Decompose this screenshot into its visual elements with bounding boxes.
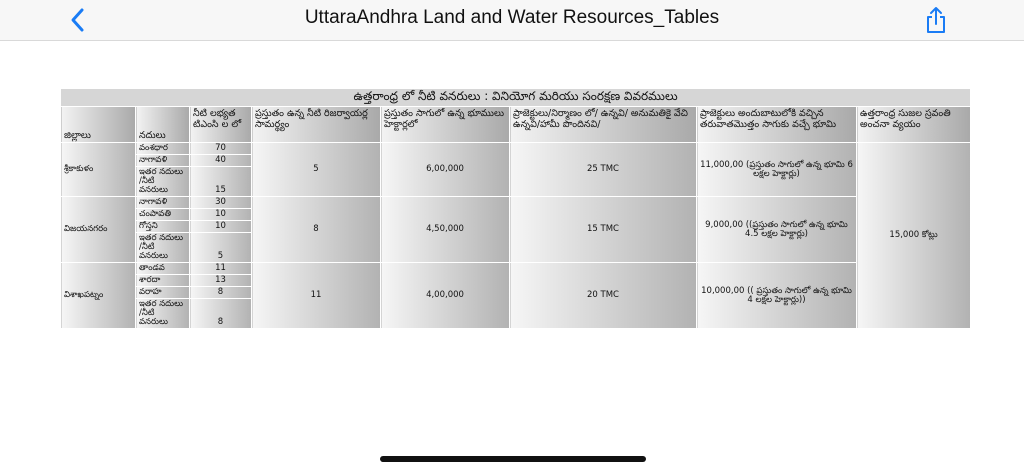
header-availability: నీటి లభ్యత టిఎంసి ల లో — [189, 106, 252, 143]
availability-cell: 10 — [189, 208, 252, 221]
availability-cell: 8 — [189, 298, 252, 329]
header-current-irrigated: ప్రస్తుతం సాగులో ఉన్న భూములు హెక్టార్లలో — [380, 106, 510, 143]
river-cell: ఇతర నదులు /నీటి వనరులు — [135, 166, 190, 197]
reservoir-capacity-cell: 8 — [251, 196, 381, 263]
table-row: ఇతర నదులు /నీటి వనరులు 5 — [61, 232, 971, 263]
projects-cell: 15 TMC — [509, 196, 697, 263]
table-row: గోస్తని 10 — [61, 220, 971, 233]
availability-cell: 70 — [189, 142, 252, 155]
header-rivers: నదులు — [135, 106, 190, 143]
sujala-cost-cell: 15,000 కోట్లు — [855, 142, 972, 329]
table-row: చంపావతి 10 — [61, 208, 971, 221]
district-cell: విశాఖపట్నం — [60, 262, 136, 329]
share-icon — [927, 7, 945, 33]
current-irrigated-cell: 6,00,000 — [380, 142, 510, 197]
table-row: వరాహ 8 — [61, 286, 971, 299]
river-cell: ఇతర నదులు /నీటి వనరులు — [135, 232, 190, 263]
district-cell: శ్రీకాకుళం — [60, 142, 136, 197]
projects-cell: 20 TMC — [509, 262, 697, 329]
table-header-row: జిల్లాలు నదులు నీటి లభ్యత టిఎంసి ల లో ప్… — [60, 106, 972, 143]
river-cell: చంపావతి — [135, 208, 190, 221]
reservoir-capacity-cell: 5 — [251, 142, 381, 197]
availability-cell: 40 — [189, 154, 252, 167]
river-cell: శారదా — [135, 274, 190, 287]
availability-cell: 15 — [189, 166, 252, 197]
future-irrigable-cell: 9,000,00 ((ప్రస్తుతం సాగులో ఉన్న భూమి 4.… — [696, 196, 857, 263]
projects-cell: 25 TMC — [509, 142, 697, 197]
water-resources-table: ఉత్తరాంధ్ర లో నీటి వనరులు : వినియోగ మరియ… — [59, 88, 972, 329]
table-row: ఇతర నదులు /నీటి వనరులు 15 — [61, 166, 971, 197]
chevron-left-icon — [71, 8, 84, 32]
current-irrigated-cell: 4,00,000 — [380, 262, 510, 329]
document-view[interactable]: ఉత్తరాంధ్ర లో నీటి వనరులు : వినియోగ మరియ… — [59, 88, 972, 366]
river-cell: ఇతర నదులు /నీటి వనరులు — [135, 298, 190, 329]
table-title: ఉత్తరాంధ్ర లో నీటి వనరులు : వినియోగ మరియ… — [59, 88, 972, 107]
river-cell: వరాహ — [135, 286, 190, 299]
table-row: విశాఖపట్నం తాండవ 11 11 4,00,000 20 TMC 1… — [60, 262, 971, 329]
future-irrigable-cell: 11,000,00 (ప్రస్తుతం సాగులో ఉన్న భూమి 6 … — [696, 142, 857, 197]
river-cell: వంశధార — [135, 142, 190, 155]
reservoir-capacity-cell: 11 — [251, 262, 381, 329]
header-reservoir-capacity: ప్రస్తుతం ఉన్న నీటి రిజర్వాయర్ల సామర్థ్య… — [251, 106, 381, 143]
table-row: శ్రీకాకుళం వంశధార 70 5 6,00,000 25 TMC 1… — [60, 142, 972, 329]
river-cell: నాగావళి — [135, 154, 190, 167]
table-title-row: ఉత్తరాంధ్ర లో నీటి వనరులు : వినియోగ మరియ… — [59, 88, 972, 107]
table-row: శారదా 13 — [61, 274, 971, 287]
district-cell: విజయనగరం — [60, 196, 136, 263]
availability-cell: 11 — [189, 262, 252, 275]
header-district: జిల్లాలు — [60, 106, 136, 143]
availability-cell: 5 — [189, 232, 252, 263]
availability-cell: 30 — [189, 196, 252, 209]
table-row: నాగావళి 40 — [61, 154, 971, 167]
home-indicator[interactable] — [380, 456, 646, 462]
share-button[interactable] — [922, 5, 950, 35]
header-future-irrigable: ప్రాజెక్టులు అందుబాటులోకి వచ్చిన తరువాతమ… — [696, 106, 857, 143]
availability-cell: 10 — [189, 220, 252, 233]
river-cell: నాగావళి — [135, 196, 190, 209]
back-button[interactable] — [64, 6, 92, 34]
table-row: విజయనగరం నాగావళి 30 8 4,50,000 15 TMC 9,… — [60, 196, 971, 263]
river-cell: గోస్తని — [135, 220, 190, 233]
current-irrigated-cell: 4,50,000 — [380, 196, 510, 263]
availability-cell: 8 — [189, 286, 252, 299]
river-cell: తాండవ — [135, 262, 190, 275]
document-title: UttaraAndhra Land and Water Resources_Ta… — [304, 7, 720, 28]
header-projects: ప్రాజెక్టులు/నిర్మాణం లో/ ఉన్నవి/ అనుమతి… — [509, 106, 697, 143]
future-irrigable-cell: 10,000,00 (( ప్రస్తుతం సాగులో ఉన్న భూమి … — [696, 262, 857, 329]
availability-cell: 13 — [189, 274, 252, 287]
header-sujala-cost: ఉత్తరాంధ్ర సుజల స్రవంతి అంచనా వ్యయం — [855, 106, 972, 143]
table-row: ఇతర నదులు /నీటి వనరులు 8 — [61, 298, 971, 329]
navigation-bar: UttaraAndhra Land and Water Resources_Ta… — [0, 0, 1024, 41]
